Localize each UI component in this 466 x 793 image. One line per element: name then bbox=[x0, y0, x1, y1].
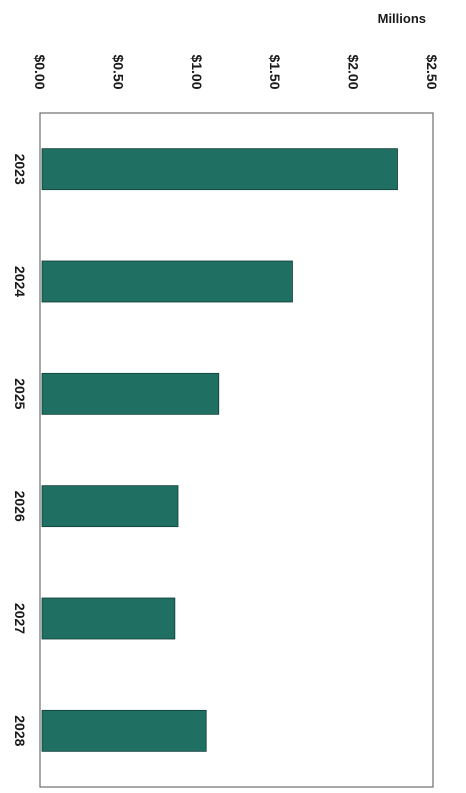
bar-2025 bbox=[41, 372, 220, 415]
unit-label: Millions bbox=[378, 11, 426, 26]
tick-label: $1.50 bbox=[267, 54, 283, 89]
bar-2024 bbox=[41, 260, 293, 303]
tick-label: $2.00 bbox=[346, 54, 362, 89]
bar-2028 bbox=[41, 709, 207, 752]
category-label-2027: 2027 bbox=[12, 603, 28, 634]
category-label-2023: 2023 bbox=[12, 154, 28, 185]
category-label-2028: 2028 bbox=[12, 715, 28, 746]
category-axis-labels: 2023 2024 2025 2026 2027 2028 bbox=[12, 154, 28, 747]
bar-2026 bbox=[41, 485, 179, 528]
plot-area bbox=[39, 112, 434, 788]
category-label-2026: 2026 bbox=[12, 491, 28, 522]
tick-label: $2.50 bbox=[424, 54, 440, 89]
tick-label: $0.00 bbox=[32, 54, 48, 89]
bar-2023 bbox=[41, 148, 398, 191]
category-label-2024: 2024 bbox=[12, 266, 28, 297]
bars bbox=[41, 148, 398, 752]
tick-label: $0.50 bbox=[110, 54, 126, 89]
value-axis-tick-labels: $0.00 $0.50 $1.00 $1.50 $2.00 $2.50 bbox=[32, 54, 440, 89]
bar-2027 bbox=[41, 597, 176, 640]
tick-label: $1.00 bbox=[189, 54, 205, 89]
category-label-2025: 2025 bbox=[12, 378, 28, 409]
